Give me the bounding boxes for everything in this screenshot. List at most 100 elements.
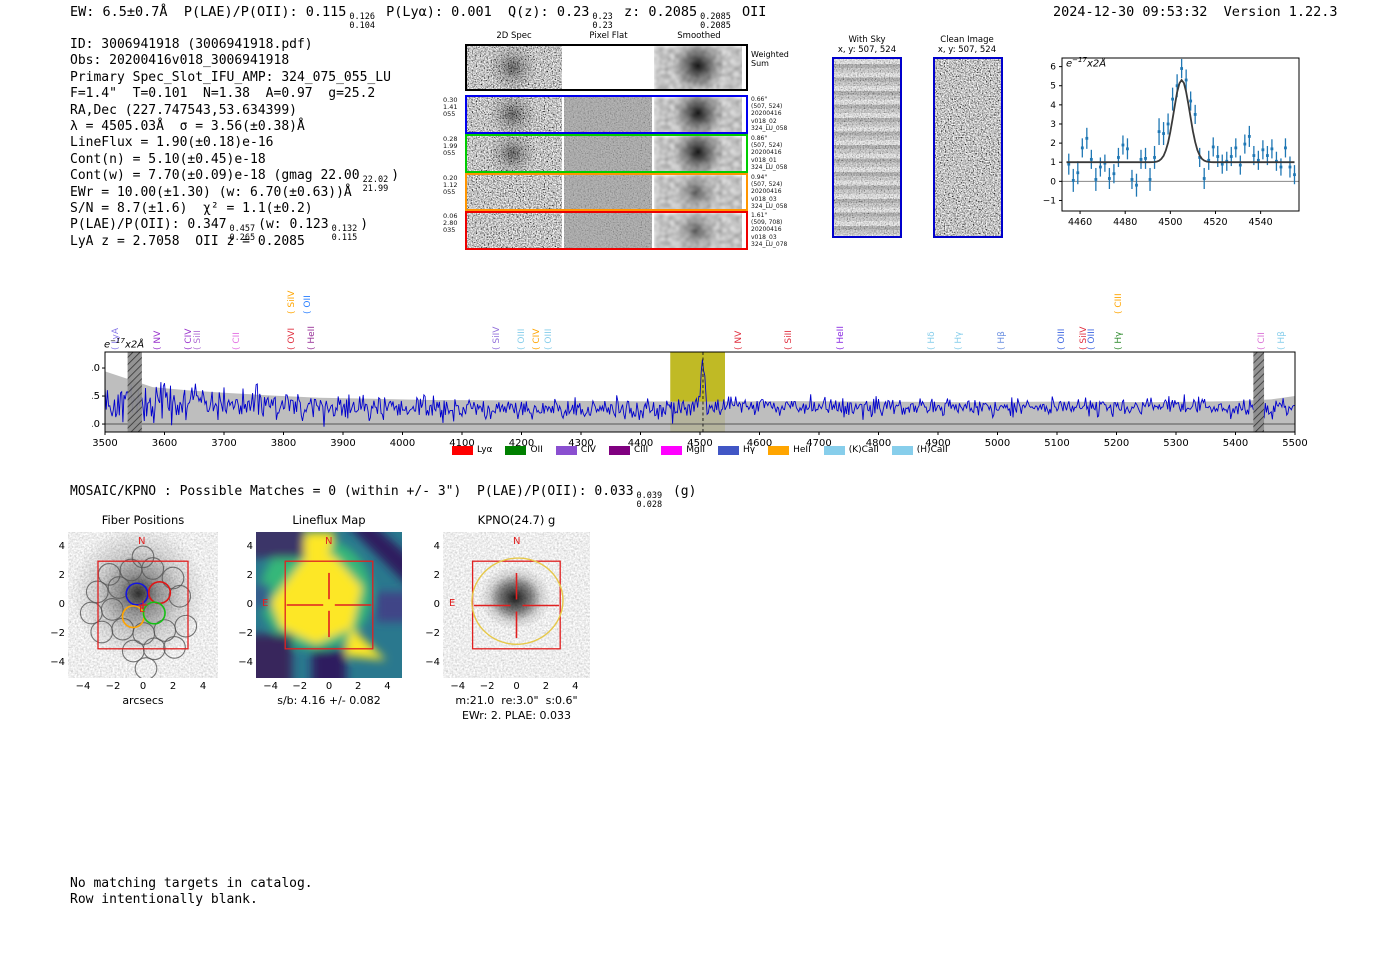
spec2d-row-fiber3 — [465, 173, 748, 211]
fiber-positions-image: E N — [68, 532, 218, 678]
axis-tick-label: 2 — [169, 681, 177, 692]
kpno-title: KPNO(24.7) g — [477, 513, 556, 527]
axis-tick-label: −4 — [75, 681, 91, 692]
spectral-line-label-ciii: ( CIII — [1114, 293, 1125, 314]
legend-item: (K)CaII — [823, 445, 879, 455]
axis-tick-label: −4 — [50, 657, 65, 669]
legend-label: CIV — [580, 445, 596, 455]
smoothed-image — [654, 97, 742, 132]
plae-uncertainty: 0.126 0.104 — [349, 12, 375, 31]
pixelflat-image — [564, 213, 652, 248]
info-redshifts: LyA z = 2.7058 OII z = 0.2085 — [70, 233, 305, 249]
legend-item: Lyα — [452, 445, 492, 455]
svg-text:4540: 4540 — [1249, 217, 1273, 228]
legend-item: OII — [505, 445, 543, 455]
pixelflat-image — [564, 97, 652, 132]
ew-value: EW: 6.5±0.7Å — [70, 4, 168, 20]
info-cont-n: Cont(n) = 5.10(±0.45)e-18 — [70, 151, 266, 167]
qz-value: Q(z): 0.23 — [508, 4, 590, 20]
svg-text:4: 4 — [1050, 101, 1056, 111]
svg-text:0.0: 0.0 — [92, 419, 100, 430]
svg-text:5: 5 — [1050, 82, 1056, 92]
axis-tick-label: 2 — [542, 681, 550, 692]
with-sky-image — [832, 57, 902, 238]
axis-tick-label: 2 — [58, 569, 65, 581]
axis-tick-label: 4 — [58, 540, 65, 552]
north-label: N — [513, 536, 521, 547]
smoothed-image — [654, 46, 742, 89]
legend-swatch — [891, 445, 913, 455]
legend-swatch — [768, 445, 790, 455]
fiber2-weights: 0.28 1.99 055 — [443, 135, 458, 158]
axis-tick-label: 0 — [433, 599, 440, 610]
svg-text:4520: 4520 — [1203, 217, 1227, 228]
axis-tick-label: 2 — [433, 569, 440, 581]
legend-swatch — [505, 445, 527, 455]
spec2d-image — [467, 97, 562, 132]
north-label: N — [325, 536, 333, 547]
axis-tick-label: −4 — [238, 657, 253, 669]
info-radec: RA,Dec (227.747543,53.634399) — [70, 102, 297, 118]
svg-text:3: 3 — [1050, 120, 1056, 130]
smoothed-image — [654, 213, 742, 248]
svg-text:2.5: 2.5 — [92, 391, 100, 402]
east-label: E — [139, 604, 146, 615]
info-ewr: EWr = 10.00(±1.30) (w: 6.70(±0.63))Å — [70, 184, 352, 200]
legend-item: HeII — [768, 445, 811, 455]
svg-text:4700: 4700 — [806, 438, 831, 449]
legend-label: (K)CaII — [848, 445, 879, 455]
spec2d-image — [467, 46, 562, 89]
spectral-line-label-oii: ( OII — [303, 295, 314, 314]
axis-tick-label: 4 — [199, 681, 207, 692]
legend-label: Lyα — [477, 445, 493, 455]
svg-text:4600: 4600 — [747, 438, 772, 449]
svg-text:3800: 3800 — [271, 438, 296, 449]
east-label: E — [262, 598, 269, 609]
smoothed-image — [654, 136, 742, 171]
weighted-sum-label: Weighted Sum — [751, 50, 789, 68]
axis-tick-label: −2 — [425, 628, 440, 640]
spectrum-units-label: e−17x2Å — [104, 337, 145, 351]
svg-text:3600: 3600 — [152, 438, 177, 449]
kpno-caption-2: EWr: 2. PLAE: 0.033 — [461, 709, 572, 722]
fiber3-details: 0.94" (507, 524) 20200416 v018_03 324_LU_058 — [751, 174, 788, 210]
fiber4-weights: 0.06 2.80 035 — [443, 212, 458, 235]
spec2d-row-fiber4 — [465, 211, 748, 250]
kpno-image: E N — [443, 532, 590, 678]
svg-text:4100: 4100 — [449, 438, 474, 449]
svg-text:4460: 4460 — [1068, 217, 1092, 228]
qz-uncertainty: 0.23 0.23 — [592, 12, 613, 31]
svg-text:3900: 3900 — [330, 438, 355, 449]
north-label: N — [138, 536, 146, 547]
spec2d-row-fiber1 — [465, 95, 748, 134]
svg-text:4480: 4480 — [1113, 217, 1137, 228]
info-obs: Obs: 20200416v018_3006941918 — [70, 53, 290, 69]
footer-line-1: No matching targets in catalog. — [70, 876, 313, 891]
svg-text:5.0: 5.0 — [92, 363, 100, 374]
spec2d-image — [467, 136, 562, 171]
svg-text:−1: −1 — [1043, 196, 1056, 206]
line-id: OII — [741, 4, 767, 20]
axis-tick-label: 2 — [355, 681, 362, 692]
clean-image-title: Clean Image x, y: 507, 524 — [937, 35, 997, 55]
axis-tick-label: −4 — [450, 681, 466, 692]
svg-text:5500: 5500 — [1282, 438, 1307, 449]
col-title-smoothed: Smoothed — [677, 31, 721, 41]
z-uncertainty: 0.2085 0.2085 — [700, 12, 731, 31]
detection-info-block: ID: 3006941918 (3006941918.pdf) Obs: 202… — [70, 37, 399, 250]
svg-text:2: 2 — [1050, 139, 1056, 149]
east-label: E — [449, 598, 456, 609]
summary-header: EW: 6.5±0.7Å P(LAE)/P(OII): 0.115 0.126 0.… — [70, 4, 766, 30]
legend-swatch — [661, 445, 683, 455]
svg-text:0: 0 — [1050, 177, 1056, 187]
fiber1-weights: 0.30 1.41 055 — [443, 96, 458, 119]
svg-text:4800: 4800 — [866, 438, 891, 449]
lineflux-map-image: E N — [256, 532, 402, 678]
z-value: z: 0.2085 — [623, 4, 698, 20]
svg-text:4400: 4400 — [628, 438, 653, 449]
axis-tick-label: 0 — [325, 681, 333, 692]
legend-item: Hγ — [718, 445, 755, 455]
svg-text:6: 6 — [1050, 63, 1056, 73]
pixelflat-image — [564, 136, 652, 171]
lineflux-map-title: Lineflux Map — [292, 513, 366, 527]
